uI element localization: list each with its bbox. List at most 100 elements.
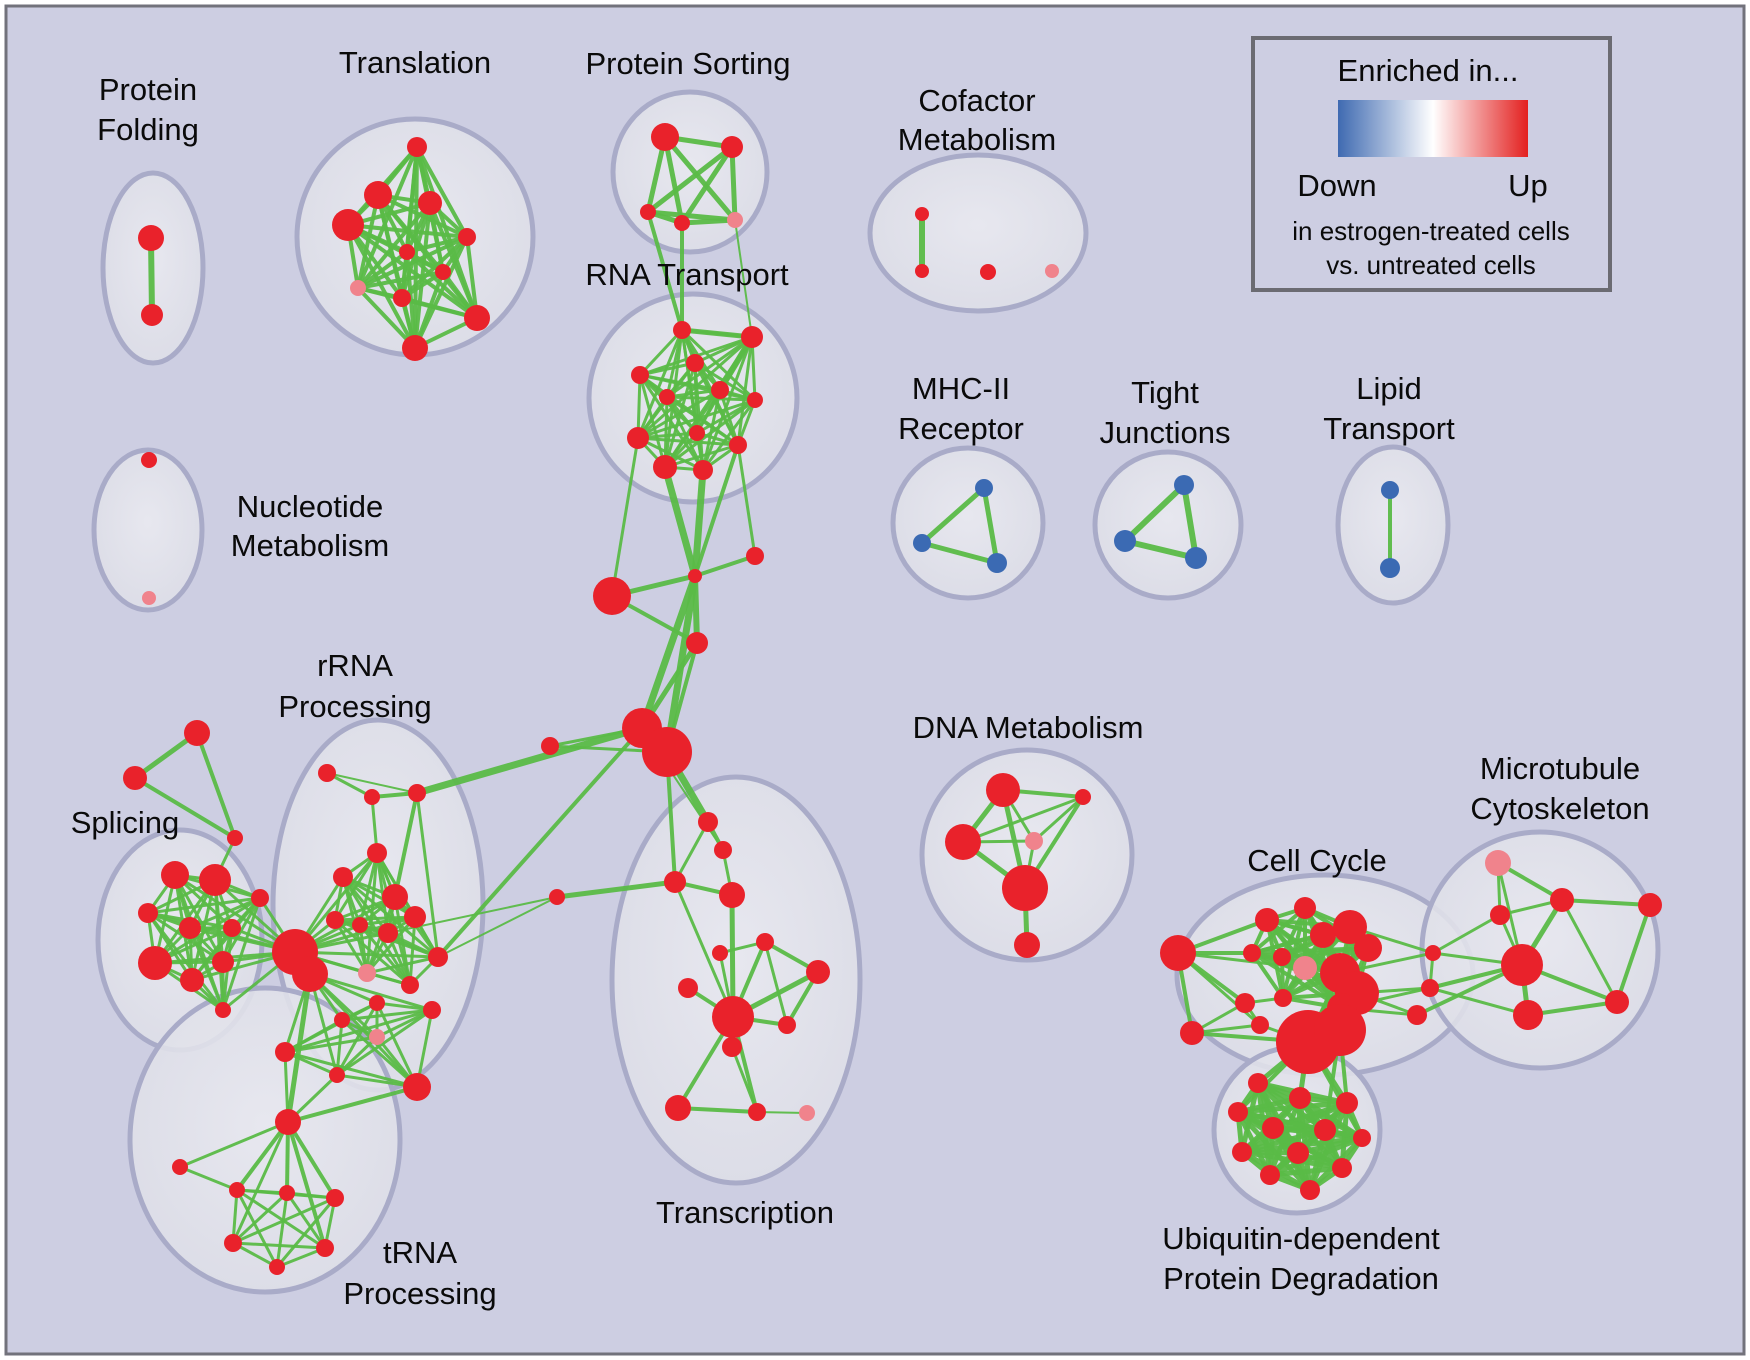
cluster-label-tight-junctions: Tight bbox=[1131, 375, 1199, 410]
network-edge bbox=[413, 270, 445, 350]
network-edge bbox=[465, 235, 479, 320]
network-node bbox=[369, 995, 385, 1011]
network-node bbox=[665, 1095, 691, 1121]
network-node bbox=[141, 304, 163, 326]
network-edge bbox=[178, 1120, 290, 1169]
network-edge bbox=[1615, 903, 1652, 1004]
network-edge bbox=[1122, 482, 1187, 544]
network-node bbox=[123, 766, 147, 790]
network-edge bbox=[736, 443, 757, 558]
network-node bbox=[1255, 908, 1279, 932]
cluster-label-trna-processing: tRNA bbox=[383, 1235, 457, 1270]
network-node bbox=[382, 884, 408, 910]
network-edge bbox=[283, 1008, 434, 1054]
network-node bbox=[1014, 932, 1040, 958]
network-edge bbox=[188, 926, 225, 1012]
network-node bbox=[1605, 990, 1629, 1014]
network-node bbox=[142, 591, 156, 605]
network-edge bbox=[679, 327, 755, 340]
network-node bbox=[404, 906, 426, 928]
network-node bbox=[686, 354, 704, 372]
network-node bbox=[1248, 1073, 1268, 1093]
network-edge bbox=[195, 731, 237, 840]
network-node bbox=[1407, 1005, 1427, 1025]
network-edge bbox=[638, 572, 699, 732]
network-edge bbox=[679, 217, 738, 226]
network-node bbox=[428, 947, 448, 967]
network-edges bbox=[132, 134, 1652, 1269]
network-node bbox=[1550, 888, 1574, 912]
network-node bbox=[1353, 1129, 1371, 1147]
network-edge bbox=[662, 134, 738, 223]
network-node bbox=[408, 784, 426, 802]
network-node bbox=[686, 632, 708, 654]
network-edge bbox=[663, 443, 740, 469]
network-node bbox=[367, 843, 387, 863]
network-edge bbox=[346, 223, 417, 350]
network-edge bbox=[188, 896, 262, 930]
cluster-ellipse-cofactor-metabolism bbox=[867, 152, 1089, 314]
network-edge bbox=[919, 485, 987, 546]
network-edge bbox=[346, 223, 469, 239]
network-node bbox=[712, 945, 728, 961]
cluster-label-cell-cycle: Cell Cycle bbox=[1247, 843, 1387, 878]
cluster-label-protein-sorting: Protein Sorting bbox=[585, 46, 790, 81]
cluster-label-tight-junctions: Junctions bbox=[1100, 415, 1231, 450]
network-edge bbox=[693, 443, 740, 578]
network-node bbox=[975, 479, 993, 497]
network-edge bbox=[1280, 946, 1370, 959]
network-edge bbox=[221, 896, 262, 1012]
network-node bbox=[364, 789, 380, 805]
network-node bbox=[1273, 948, 1291, 966]
network-node bbox=[1045, 264, 1059, 278]
cluster-label-microtubule-cytoskeleton: Microtubule bbox=[1480, 751, 1640, 786]
network-node bbox=[1262, 1117, 1284, 1139]
network-node bbox=[748, 1103, 766, 1121]
network-edge bbox=[638, 328, 684, 377]
network-node bbox=[642, 727, 692, 777]
network-node bbox=[1381, 481, 1399, 499]
network-edge bbox=[663, 398, 757, 469]
cluster-label-protein-folding: Folding bbox=[97, 112, 199, 147]
network-node bbox=[593, 577, 631, 615]
network-edge bbox=[1032, 795, 1085, 843]
network-edge bbox=[729, 144, 738, 223]
network-node bbox=[138, 946, 172, 980]
network-edge bbox=[645, 144, 735, 215]
network-node bbox=[688, 569, 702, 583]
cluster-label-lipid-transport: Lipid bbox=[1356, 371, 1422, 406]
network-edge bbox=[286, 1120, 337, 1200]
network-edge bbox=[436, 726, 644, 959]
legend-subtitle-line1: in estrogen-treated cells bbox=[1292, 216, 1569, 246]
cluster-label-transcription: Transcription bbox=[656, 1195, 834, 1230]
network-node bbox=[199, 864, 231, 896]
network-node bbox=[678, 978, 698, 998]
network-node bbox=[1354, 934, 1382, 962]
network-node bbox=[631, 366, 649, 384]
network-edge bbox=[221, 896, 262, 964]
network-edge bbox=[415, 145, 469, 239]
network-node bbox=[215, 1002, 231, 1018]
network-edge bbox=[333, 918, 369, 975]
network-edge bbox=[356, 250, 409, 290]
network-node bbox=[1314, 1119, 1336, 1141]
network-edge bbox=[693, 554, 757, 578]
network-edge bbox=[1431, 913, 1502, 955]
network-node bbox=[664, 871, 686, 893]
network-edge bbox=[133, 776, 237, 840]
network-node bbox=[689, 425, 705, 441]
network-edge bbox=[661, 463, 699, 580]
network-node bbox=[1260, 1165, 1280, 1185]
network-node bbox=[806, 960, 830, 984]
network-edge bbox=[554, 879, 678, 900]
network-node bbox=[179, 917, 201, 939]
network-node bbox=[227, 830, 243, 846]
network-node bbox=[1274, 989, 1292, 1007]
network-node bbox=[746, 547, 764, 565]
network-node bbox=[799, 1105, 815, 1121]
network-edge bbox=[646, 210, 684, 332]
network-node bbox=[1425, 945, 1441, 961]
legend-up-label: Up bbox=[1508, 168, 1548, 203]
network-node bbox=[729, 436, 747, 454]
